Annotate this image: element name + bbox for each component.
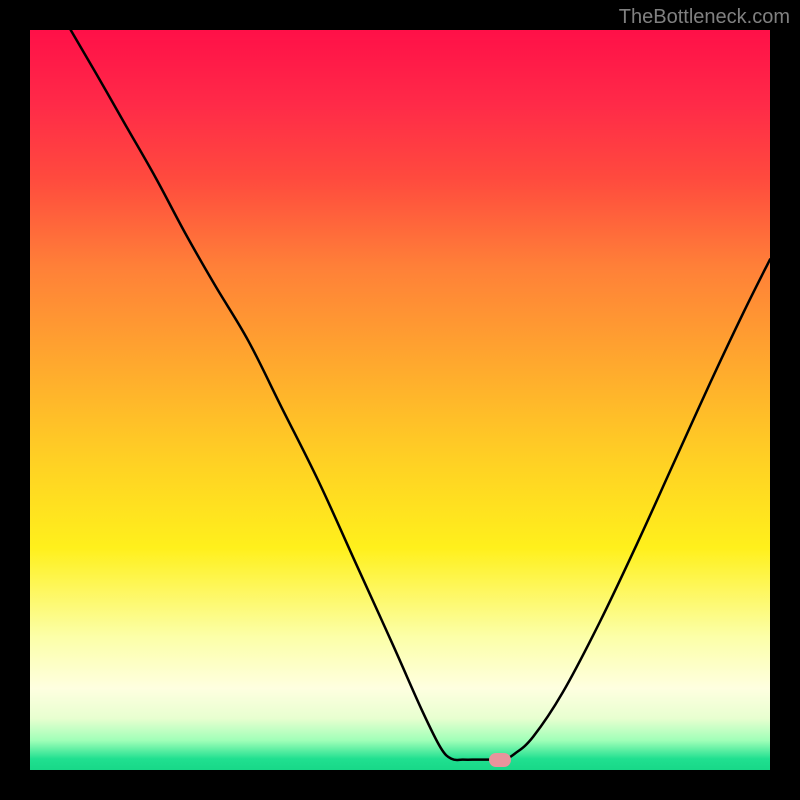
bottleneck-curve bbox=[71, 30, 770, 760]
watermark-text: TheBottleneck.com bbox=[619, 6, 790, 29]
chart-plot-area bbox=[30, 30, 770, 770]
optimal-point-marker bbox=[489, 753, 511, 767]
chart-curve-layer bbox=[30, 30, 770, 770]
